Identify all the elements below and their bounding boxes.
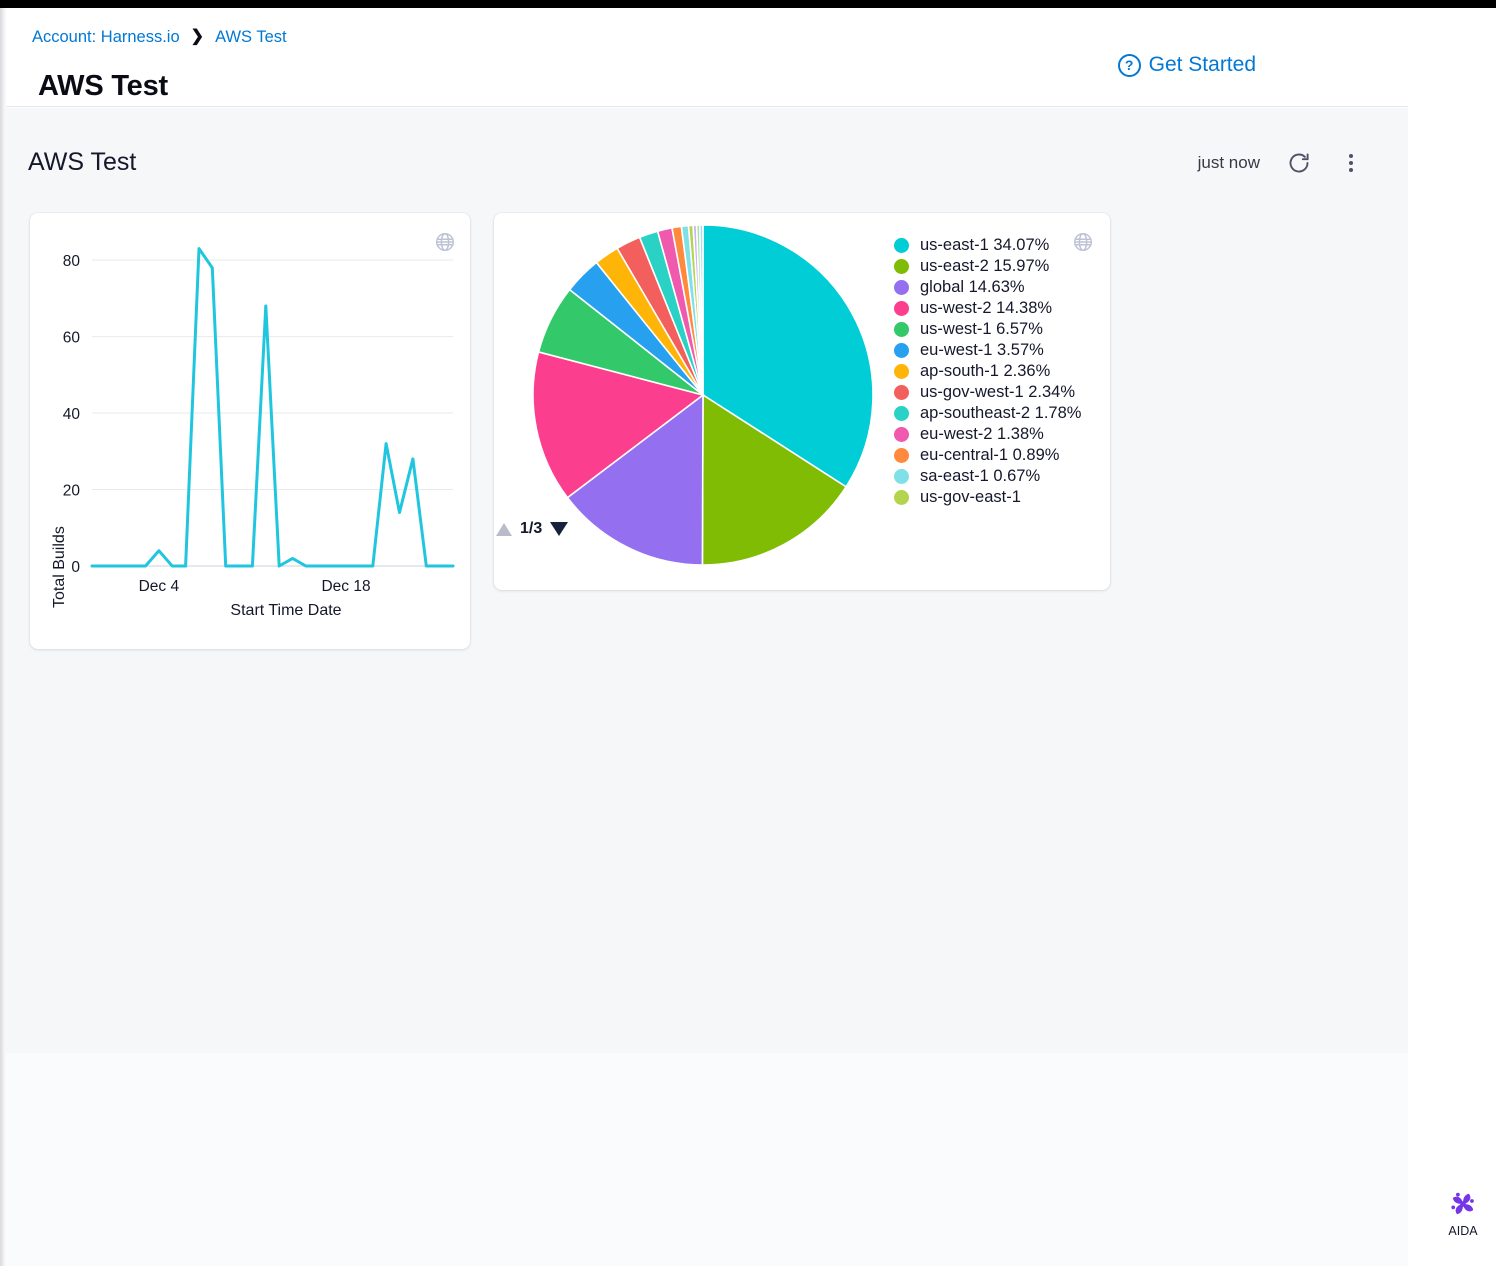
y-tick-label: 60 bbox=[63, 330, 81, 347]
aida-logo-icon bbox=[1451, 1192, 1474, 1215]
legend-item[interactable]: ap-southeast-2 1.78% bbox=[894, 403, 1094, 423]
last-refreshed-label: just now bbox=[1197, 153, 1260, 172]
legend-label: us-east-2 15.97% bbox=[920, 257, 1050, 275]
pie-slice[interactable] bbox=[701, 393, 848, 566]
legend-color-dot bbox=[894, 259, 909, 274]
browser-top-strip bbox=[0, 0, 1496, 8]
dashboard-body: AWS Test just now bbox=[6, 108, 1408, 1053]
y-axis-label: Total Builds bbox=[51, 526, 68, 608]
legend-label: sa-east-1 0.67% bbox=[920, 467, 1041, 485]
y-tick-label: 0 bbox=[71, 559, 80, 576]
triangle-up-icon[interactable] bbox=[496, 522, 512, 536]
aida-label: AIDA bbox=[1448, 1224, 1478, 1238]
breadcrumb-item-account[interactable]: Account: Harness.io bbox=[32, 28, 180, 46]
legend-label: ap-southeast-2 1.78% bbox=[920, 404, 1082, 422]
legend-item[interactable]: us-gov-west-1 2.34% bbox=[894, 382, 1094, 402]
pie-slice[interactable] bbox=[698, 225, 704, 396]
globe-icon[interactable] bbox=[434, 231, 456, 253]
legend-page-indicator: 1/3 bbox=[520, 520, 543, 537]
legend-color-dot bbox=[894, 427, 909, 442]
legend-color-dot bbox=[894, 238, 909, 253]
legend-label: eu-west-2 1.38% bbox=[920, 425, 1044, 443]
right-rail bbox=[1408, 8, 1496, 1266]
legend-item[interactable]: eu-central-1 0.89% bbox=[894, 445, 1094, 465]
legend-item[interactable]: global 14.63% bbox=[894, 277, 1094, 297]
region-distribution-pie-chart-card: us-east-1 34.07% us-east-2 15.97% global 1… bbox=[494, 213, 1110, 590]
legend-item[interactable]: eu-west-2 1.38% bbox=[894, 424, 1094, 444]
legend-color-dot bbox=[894, 280, 909, 295]
question-circle-icon: ? bbox=[1117, 53, 1141, 77]
chevron-right-icon: ❯ bbox=[190, 27, 205, 45]
aida-assistant-button[interactable]: AIDA bbox=[1446, 1187, 1480, 1238]
x-axis-label: Start Time Date bbox=[230, 602, 341, 619]
legend-color-dot bbox=[894, 469, 909, 484]
legend-color-dot bbox=[894, 448, 909, 463]
legend-label: us-gov-east-1 bbox=[920, 488, 1021, 506]
dashboard-toolbar: AWS Test just now bbox=[6, 108, 1408, 200]
breadcrumb-item-dashboard[interactable]: AWS Test bbox=[215, 28, 287, 46]
pie-chart-svg bbox=[532, 225, 874, 566]
legend-item[interactable]: us-west-1 6.57% bbox=[894, 319, 1094, 339]
y-tick-label: 40 bbox=[63, 406, 81, 423]
get-started-button[interactable]: ? Get Started bbox=[1117, 53, 1256, 77]
left-edge-strip bbox=[0, 8, 6, 1266]
kebab-menu-icon[interactable] bbox=[1338, 150, 1364, 176]
legend-item[interactable]: us-east-1 34.07% bbox=[894, 235, 1094, 255]
page-bottom-area bbox=[6, 1053, 1408, 1266]
dashboard-title: AWS Test bbox=[28, 148, 137, 176]
legend-label: us-gov-west-1 2.34% bbox=[920, 383, 1075, 401]
globe-icon[interactable] bbox=[1072, 231, 1094, 253]
breadcrumb: Account: Harness.io ❯ AWS Test bbox=[32, 28, 287, 47]
legend-color-dot bbox=[894, 322, 909, 337]
x-tick-label: Dec 4 bbox=[139, 578, 180, 595]
get-started-label: Get Started bbox=[1148, 53, 1256, 76]
legend-item[interactable]: ap-south-1 2.36% bbox=[894, 361, 1094, 381]
triangle-down-icon[interactable] bbox=[550, 522, 569, 536]
pie-legend: us-east-1 34.07% us-east-2 15.97% global 1… bbox=[894, 235, 1094, 535]
line-series-total-builds bbox=[90, 247, 455, 568]
pie-slice[interactable] bbox=[566, 393, 704, 566]
page-title: AWS Test bbox=[38, 70, 168, 102]
legend-label: eu-central-1 0.89% bbox=[920, 446, 1060, 464]
legend-color-dot bbox=[894, 406, 909, 421]
line-chart-svg: Total Builds 0 20 40 60 80 Dec 4 Dec 18 Start… bbox=[51, 247, 455, 619]
dashboard-actions: just now bbox=[1198, 150, 1364, 176]
legend-color-dot bbox=[894, 343, 909, 358]
legend-label: us-east-1 34.07% bbox=[920, 236, 1050, 254]
legend-label: eu-west-1 3.57% bbox=[920, 341, 1044, 359]
legend-item[interactable]: eu-west-1 3.57% bbox=[894, 340, 1094, 360]
legend-color-dot bbox=[894, 301, 909, 316]
legend-color-dot bbox=[894, 364, 909, 379]
legend-label: global 14.63% bbox=[920, 278, 1025, 296]
legend-label: us-west-2 14.38% bbox=[920, 299, 1053, 317]
legend-item[interactable]: us-east-2 15.97% bbox=[894, 256, 1094, 276]
legend-pagination: 1/3 bbox=[496, 520, 569, 538]
page-header: Account: Harness.io ❯ AWS Test AWS Test … bbox=[6, 8, 1408, 107]
legend-color-dot bbox=[894, 490, 909, 505]
legend-label: ap-south-1 2.36% bbox=[920, 362, 1051, 380]
pie-slice[interactable] bbox=[532, 350, 705, 499]
y-tick-label: 80 bbox=[63, 253, 81, 270]
legend-item[interactable]: us-gov-east-1 bbox=[894, 487, 1094, 507]
refresh-icon[interactable] bbox=[1286, 150, 1312, 176]
legend-label: us-west-1 6.57% bbox=[920, 320, 1043, 338]
total-builds-line-chart-card: Total Builds 0 20 40 60 80 Dec 4 Dec 18 Start… bbox=[30, 213, 470, 649]
x-tick-label: Dec 18 bbox=[321, 578, 370, 595]
legend-color-dot bbox=[894, 385, 909, 400]
legend-item[interactable]: sa-east-1 0.67% bbox=[894, 466, 1094, 486]
legend-item[interactable]: us-west-2 14.38% bbox=[894, 298, 1094, 318]
y-tick-label: 20 bbox=[63, 483, 81, 500]
